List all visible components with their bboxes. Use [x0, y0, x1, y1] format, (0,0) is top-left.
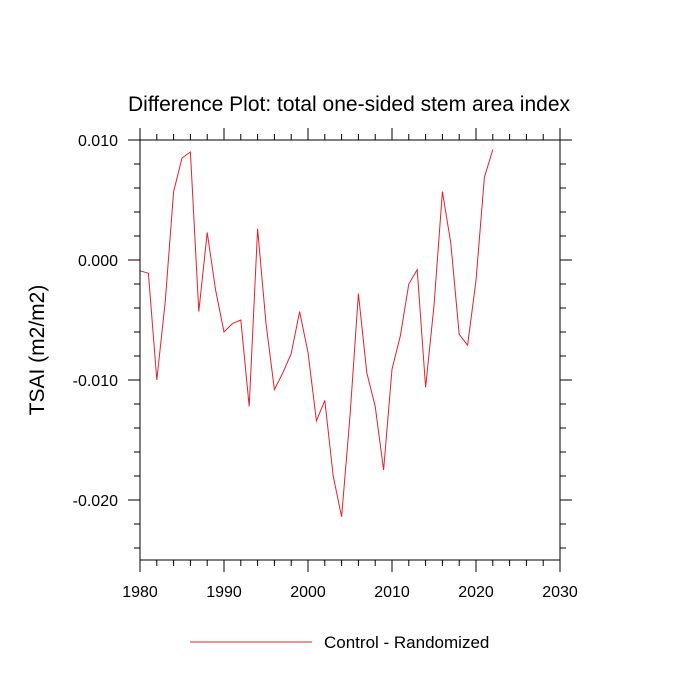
y-axis-label: TSAI (m2/m2): [26, 285, 49, 416]
x-tick-label: 1990: [206, 584, 242, 601]
x-tick-label: 1980: [122, 584, 158, 601]
x-tick-label: 2010: [374, 584, 410, 601]
x-tick-label: 2000: [290, 584, 326, 601]
y-tick-label: -0.020: [73, 493, 118, 510]
series-line: [139, 149, 494, 517]
axis-ticks: [128, 128, 572, 572]
x-tick-label: 2020: [458, 584, 494, 601]
y-tick-label: 0.000: [78, 253, 118, 270]
legend: Control - Randomized: [190, 633, 489, 652]
y-tick-label: 0.010: [78, 133, 118, 150]
series-group: [139, 149, 494, 517]
legend-label: Control - Randomized: [324, 633, 489, 652]
y-tick-label: -0.010: [73, 373, 118, 390]
plot-frame: [139, 139, 561, 561]
x-tick-label: 2030: [542, 584, 578, 601]
axis-tick-labels: 1980 1990 2000 2010 2020 2030 0.010 0.000 -0.010…: [73, 133, 578, 601]
chart-title: Difference Plot: total one-sided stem ar…: [128, 93, 571, 116]
